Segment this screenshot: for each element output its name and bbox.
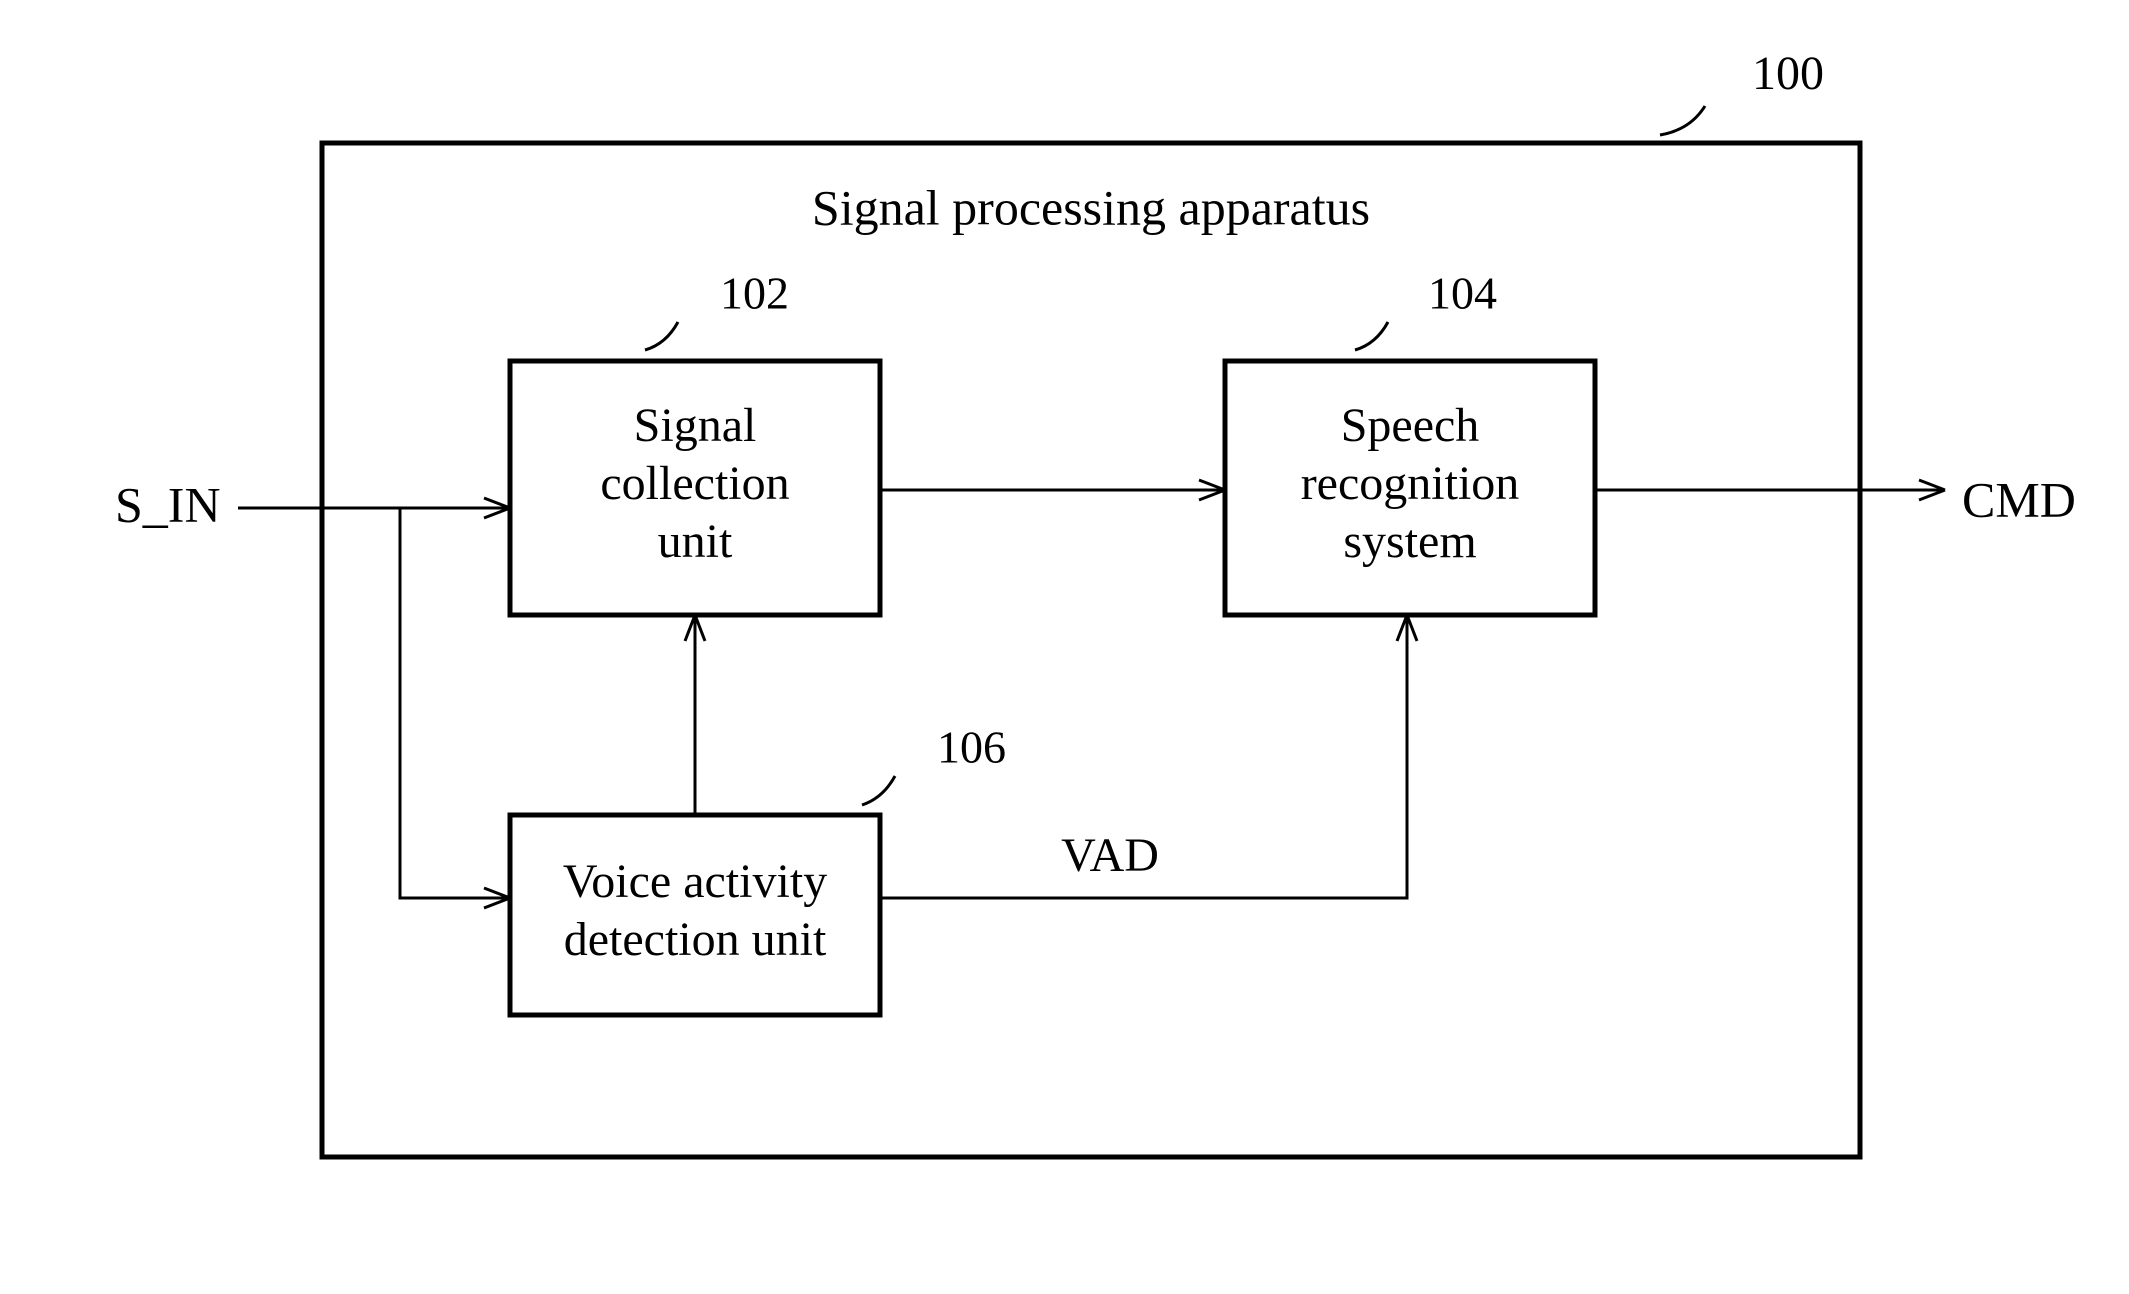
svg-text:104: 104 <box>1428 268 1497 319</box>
svg-text:106: 106 <box>937 722 1006 773</box>
svg-text:100: 100 <box>1752 47 1824 100</box>
speech-recognition-block-label-2: system <box>1343 515 1476 568</box>
signal-collection-block-label-1: collection <box>600 457 789 510</box>
speech-recognition-block-label-0: Speech <box>1341 399 1480 452</box>
vad-block-label-1: detection unit <box>564 913 827 966</box>
label-vad: VAD <box>1061 829 1159 882</box>
container-title: Signal processing apparatus <box>812 179 1370 235</box>
vad-block-label-0: Voice activity <box>563 855 827 908</box>
signal-collection-block-label-0: Signal <box>634 399 757 452</box>
label-cmd: CMD <box>1962 471 2076 527</box>
svg-text:102: 102 <box>720 268 789 319</box>
speech-recognition-block-label-1: recognition <box>1301 457 1520 510</box>
label-s-in: S_IN <box>115 476 221 532</box>
signal-collection-block-label-2: unit <box>658 515 733 568</box>
